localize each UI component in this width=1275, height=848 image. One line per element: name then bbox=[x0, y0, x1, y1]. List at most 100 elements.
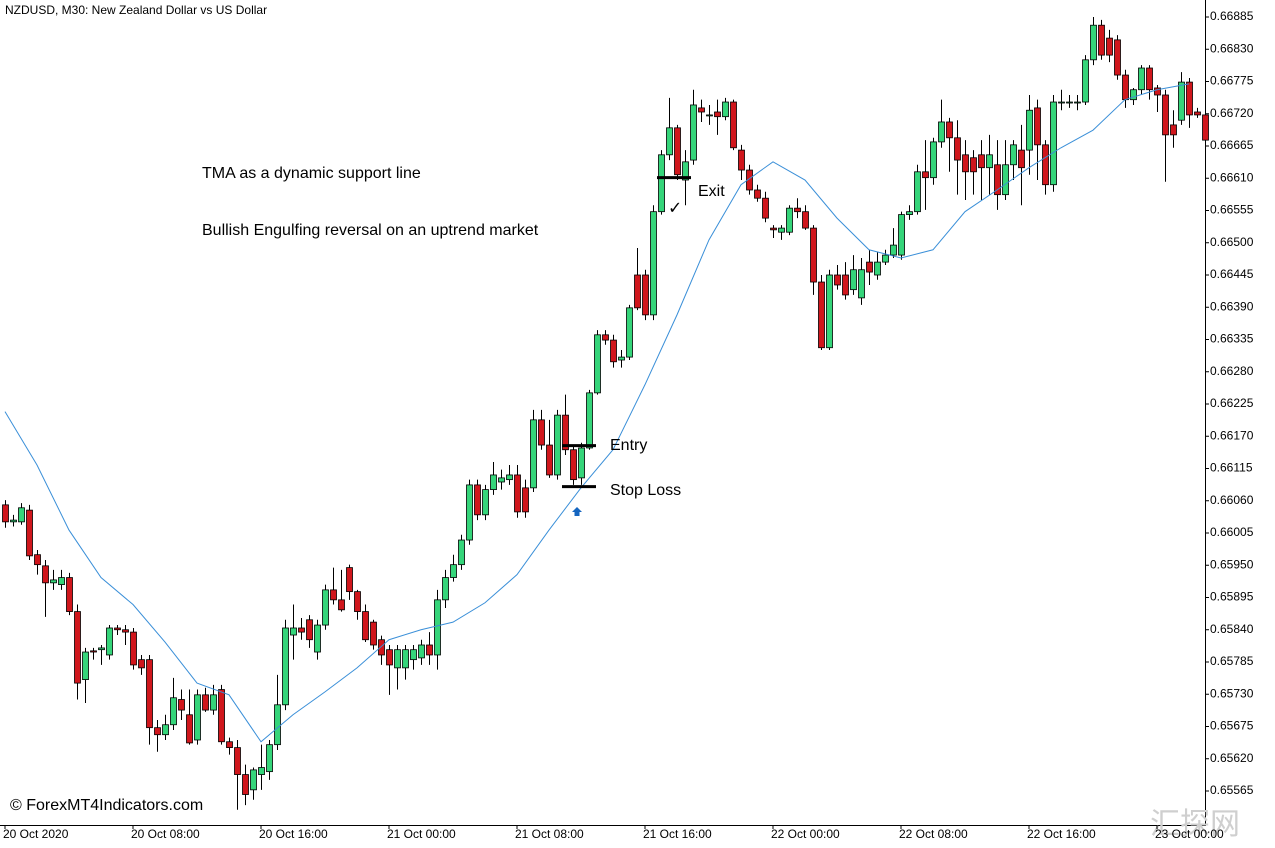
candle-body bbox=[858, 269, 865, 299]
candle-body bbox=[450, 564, 457, 578]
candle-body bbox=[50, 579, 57, 584]
candle-body bbox=[738, 149, 745, 171]
candle-body bbox=[674, 127, 681, 176]
candle-body bbox=[658, 154, 665, 213]
candle-body bbox=[290, 627, 297, 636]
candle-body bbox=[1018, 149, 1025, 169]
candle-body bbox=[298, 627, 305, 633]
candle-body bbox=[1066, 101, 1073, 104]
candle-body bbox=[314, 624, 321, 653]
candle-body bbox=[538, 419, 545, 446]
candle-body bbox=[378, 639, 385, 656]
y-tick-label: 0.66555 bbox=[1210, 203, 1254, 217]
candle-body bbox=[522, 487, 529, 513]
candle-body bbox=[458, 539, 465, 566]
x-tick-label: 23 Oct 00:00 bbox=[1155, 827, 1224, 841]
candle-body bbox=[386, 649, 393, 666]
candle-body bbox=[242, 774, 249, 795]
candle-body bbox=[826, 274, 833, 349]
candle-body bbox=[850, 269, 857, 291]
candle-body bbox=[10, 519, 17, 523]
candle-body bbox=[530, 419, 537, 489]
y-tick-label: 0.66610 bbox=[1210, 170, 1254, 184]
candle-body bbox=[930, 141, 937, 179]
candle-body bbox=[58, 577, 65, 585]
candle-body bbox=[410, 649, 417, 661]
candle-body bbox=[906, 211, 913, 216]
candle-body bbox=[106, 627, 113, 656]
candle-body bbox=[154, 727, 161, 736]
candle-body bbox=[122, 629, 129, 633]
x-tick-label: 20 Oct 16:00 bbox=[259, 827, 328, 841]
candle-body bbox=[18, 507, 25, 523]
candle-body bbox=[618, 356, 625, 361]
candle-body bbox=[402, 649, 409, 669]
candle-body bbox=[1106, 37, 1113, 56]
candle-body bbox=[1154, 87, 1161, 96]
candle-body bbox=[666, 127, 673, 156]
candle-body bbox=[1090, 24, 1097, 61]
candle-body bbox=[490, 474, 497, 491]
candle-body bbox=[994, 164, 1001, 196]
x-tick-label: 21 Oct 16:00 bbox=[643, 827, 712, 841]
y-tick-label: 0.66885 bbox=[1210, 9, 1254, 23]
candle-body bbox=[962, 154, 969, 173]
candle-body bbox=[322, 589, 329, 626]
candle-body bbox=[698, 107, 705, 113]
candle-body bbox=[986, 154, 993, 169]
y-tick-label: 0.66005 bbox=[1210, 525, 1254, 539]
y-tick-label: 0.65950 bbox=[1210, 557, 1254, 571]
y-tick-label: 0.65840 bbox=[1210, 622, 1254, 636]
candle-body bbox=[722, 101, 729, 118]
candle-body bbox=[370, 621, 377, 646]
candle-body bbox=[26, 509, 33, 557]
candle-body bbox=[434, 599, 441, 656]
x-tick-label: 22 Oct 16:00 bbox=[1027, 827, 1096, 841]
candle-body bbox=[1130, 89, 1137, 101]
candle-body bbox=[970, 157, 977, 173]
candle-body bbox=[1042, 144, 1049, 186]
x-tick-label: 20 Oct 2020 bbox=[3, 827, 69, 841]
candle-body bbox=[954, 137, 961, 161]
y-tick-label: 0.65565 bbox=[1210, 783, 1254, 797]
candle-body bbox=[330, 589, 337, 601]
candle-body bbox=[866, 261, 873, 273]
candle-body bbox=[634, 274, 641, 309]
y-tick-label: 0.65675 bbox=[1210, 719, 1254, 733]
y-tick-label: 0.66060 bbox=[1210, 493, 1254, 507]
x-tick-label: 22 Oct 00:00 bbox=[771, 827, 840, 841]
candle-body bbox=[146, 659, 153, 729]
candle-body bbox=[170, 697, 177, 726]
candle-body bbox=[426, 644, 433, 656]
y-tick-label: 0.66775 bbox=[1210, 74, 1254, 88]
candle-body bbox=[82, 651, 89, 680]
checkmark: ✓ bbox=[668, 198, 682, 217]
candle-body bbox=[98, 647, 105, 651]
candle-body bbox=[162, 724, 169, 736]
y-tick-label: 0.65895 bbox=[1210, 590, 1254, 604]
candle-body bbox=[570, 449, 577, 481]
candle-body bbox=[714, 111, 721, 118]
candle-body bbox=[282, 627, 289, 706]
candle-body bbox=[114, 627, 121, 631]
y-tick-label: 0.66170 bbox=[1210, 428, 1254, 442]
y-tick-label: 0.66665 bbox=[1210, 138, 1254, 152]
candle-body bbox=[1074, 101, 1081, 104]
candle-body bbox=[1194, 111, 1201, 116]
candle-body bbox=[346, 567, 353, 593]
candle-body bbox=[706, 114, 713, 117]
candle-body bbox=[266, 744, 273, 773]
y-tick-label: 0.65730 bbox=[1210, 686, 1254, 700]
y-tick-label: 0.66390 bbox=[1210, 299, 1254, 313]
candle-body bbox=[42, 565, 49, 584]
candle-body bbox=[1146, 67, 1153, 91]
candle-body bbox=[2, 504, 9, 523]
y-tick-label: 0.66500 bbox=[1210, 235, 1254, 249]
y-tick-label: 0.66720 bbox=[1210, 106, 1254, 120]
candle-body bbox=[138, 659, 145, 669]
candle-body bbox=[1026, 109, 1033, 151]
candle-body bbox=[922, 171, 929, 179]
candle-body bbox=[394, 649, 401, 669]
candle-body bbox=[514, 474, 521, 513]
x-tick-label: 21 Oct 08:00 bbox=[515, 827, 584, 841]
